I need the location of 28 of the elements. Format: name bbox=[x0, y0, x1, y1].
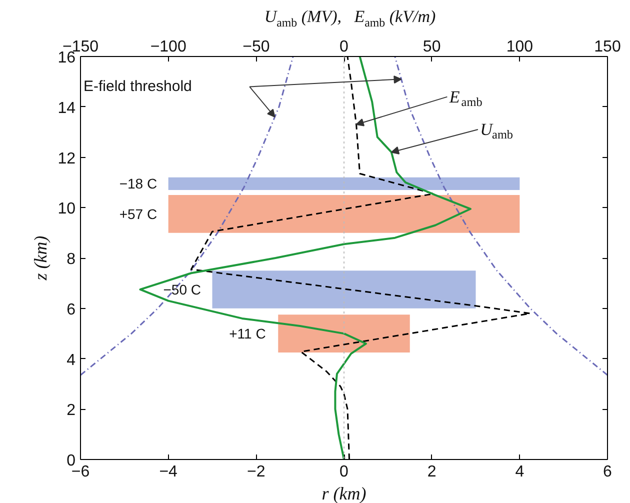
y-tick-label: 0 bbox=[66, 452, 76, 470]
x2-tick-label: 0 bbox=[340, 38, 349, 56]
x-tick-label: −2 bbox=[247, 464, 266, 480]
y-tick-label: 2 bbox=[66, 402, 76, 420]
x2-tick-label: 100 bbox=[506, 38, 534, 56]
x-axis-title: r (km) bbox=[322, 484, 366, 503]
x2-tick-label: −100 bbox=[150, 38, 186, 56]
annotation: +11 C bbox=[229, 326, 266, 342]
x-tick-label: 4 bbox=[515, 464, 524, 480]
annotation: E-field threshold bbox=[83, 78, 192, 96]
y-tick-label: 14 bbox=[58, 100, 76, 117]
annotation: −50 C bbox=[163, 281, 201, 298]
x2-tick-label: −50 bbox=[242, 38, 270, 56]
annotation: −18 C bbox=[119, 176, 158, 192]
x-tick-label: 0 bbox=[340, 464, 349, 480]
y-tick-label: 12 bbox=[58, 150, 76, 168]
x-tick-label: 6 bbox=[603, 464, 612, 480]
x2-tick-label: 150 bbox=[594, 38, 621, 56]
x-tick-label: −4 bbox=[159, 464, 178, 480]
y-tick-label: 8 bbox=[66, 251, 76, 268]
x2-tick-label: 50 bbox=[422, 38, 441, 56]
x2-axis-title: U$_{amb}$ (MV), E$_{amb}$ (kV/m) bbox=[264, 6, 436, 32]
y-axis-title: z (km) bbox=[30, 236, 51, 282]
annotation: +57 C bbox=[119, 206, 158, 222]
y-tick-label: 10 bbox=[58, 200, 76, 218]
x-tick-label: 2 bbox=[427, 464, 436, 480]
y-tick-label: 6 bbox=[66, 301, 76, 318]
y-tick-label: 4 bbox=[66, 352, 76, 369]
